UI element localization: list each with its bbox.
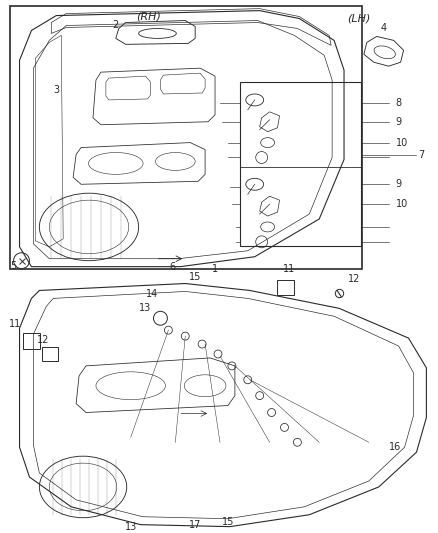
Text: (LH): (LH) [347,13,371,23]
Text: 11: 11 [283,264,296,273]
Text: 17: 17 [189,520,201,530]
Bar [240,82,361,246]
Text: 15: 15 [222,516,234,527]
Text: 1: 1 [212,264,218,273]
Text: 7: 7 [418,150,425,159]
Bar [10,6,362,269]
Text: 5: 5 [11,261,17,271]
Text: (RH): (RH) [136,12,161,21]
Text: 13: 13 [124,522,137,531]
Text: 16: 16 [389,442,401,453]
Text: 14: 14 [146,289,159,300]
Text: 2: 2 [113,20,119,29]
Text: 12: 12 [37,335,50,345]
Text: 10: 10 [396,199,408,209]
Text: 11: 11 [10,319,22,329]
Text: 13: 13 [139,303,152,313]
Text: 10: 10 [396,138,408,148]
Text: 9: 9 [396,179,402,189]
Text: 4: 4 [381,23,387,34]
Text: 15: 15 [189,272,201,281]
Text: 8: 8 [396,98,402,108]
Text: 9: 9 [396,117,402,127]
Text: 3: 3 [53,85,59,95]
Text: 6: 6 [170,262,176,272]
Text: 12: 12 [348,273,360,284]
